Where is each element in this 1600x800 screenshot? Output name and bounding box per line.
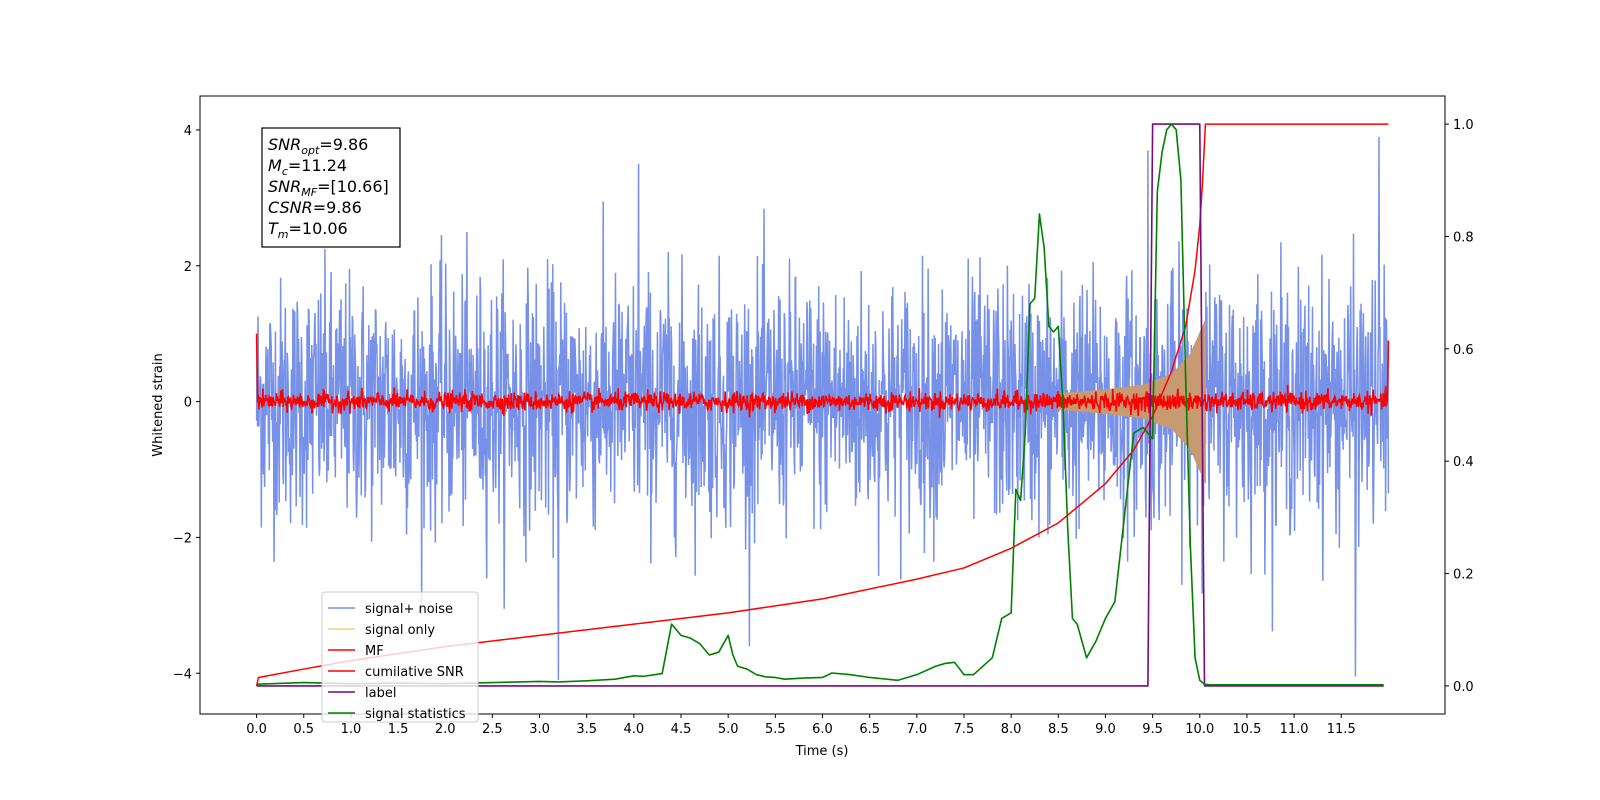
stat-annotation: Mc=11.24 (268, 156, 347, 178)
stat-annotation: SNRMF=[10.66] (268, 177, 389, 199)
x-tick-label: 11.5 (1327, 722, 1356, 737)
stats-annotation-box: SNRopt=9.86Mc=11.24SNRMF=[10.66]CSNR=9.8… (261, 127, 401, 248)
legend-label: MF (365, 644, 384, 659)
y-left-tick-label: 0 (184, 396, 192, 411)
legend-frame (321, 591, 479, 723)
stat-annotation: SNRopt=9.86 (268, 135, 368, 157)
x-tick-label: 5.0 (718, 722, 739, 737)
x-tick-label: 10.0 (1185, 722, 1214, 737)
x-tick-label: 1.5 (388, 722, 409, 737)
x-tick-label: 9.0 (1095, 722, 1116, 737)
legend-label: label (365, 686, 396, 701)
x-tick-label: 4.5 (671, 722, 692, 737)
x-tick-label: 2.5 (482, 722, 503, 737)
y-axis-label: Whitened strain (151, 353, 166, 456)
x-axis-label: Time (s) (795, 744, 849, 759)
series-signal-only (1057, 320, 1206, 484)
x-tick-label: 11.0 (1280, 722, 1309, 737)
x-tick-label: 0.5 (293, 722, 314, 737)
stats-annotation-frame (261, 127, 401, 248)
x-tick-label: 7.0 (906, 722, 927, 737)
x-tick-label: 5.5 (765, 722, 786, 737)
x-tick-label: 2.0 (435, 722, 456, 737)
x-tick-label: 6.0 (812, 722, 833, 737)
legend-label: signal statistics (365, 707, 466, 722)
y-right-tick-label: 0.8 (1453, 230, 1474, 245)
legend-label: cumilative SNR (365, 665, 464, 680)
y-right-tick-label: 0.6 (1453, 343, 1474, 358)
series-label (256, 123, 1384, 687)
x-tick-label: 4.0 (624, 722, 645, 737)
y-left-tick-label: −2 (173, 531, 192, 546)
x-tick-label: 3.5 (576, 722, 597, 737)
x-tick-label: 10.5 (1232, 722, 1261, 737)
x-tick-label: 3.0 (529, 722, 550, 737)
y-left-tick-label: 2 (184, 260, 192, 275)
legend-label: signal only (365, 623, 435, 638)
x-tick-label: 1.0 (341, 722, 362, 737)
y-right-tick-label: 1.0 (1453, 118, 1474, 133)
y-axis-left: −4 −2 0 2 4 (173, 124, 200, 682)
y-axis-right: 0.0 0.2 0.4 0.6 0.8 1.0 (1445, 118, 1474, 695)
series-mf (255, 333, 1390, 418)
x-tick-label: 0.0 (246, 722, 267, 737)
y-right-tick-label: 0.0 (1453, 680, 1474, 695)
x-tick-label: 8.5 (1048, 722, 1069, 737)
y-left-tick-label: −4 (173, 667, 192, 682)
y-right-tick-label: 0.2 (1453, 568, 1474, 583)
y-left-tick-label: 4 (184, 124, 192, 139)
x-tick-label: 7.5 (954, 722, 975, 737)
legend-label: signal+ noise (365, 602, 453, 617)
stat-annotation: CSNR=9.86 (268, 198, 362, 217)
y-right-tick-label: 0.4 (1453, 455, 1474, 470)
x-tick-label: 6.5 (859, 722, 880, 737)
legend: signal+ noise signal only MF cumilative SNR… (321, 591, 479, 723)
stat-annotation: Tm=10.06 (268, 219, 348, 241)
x-tick-label: 9.5 (1142, 722, 1163, 737)
x-axis: 0.0 0.5 1.0 1.5 2.0 2.5 3.0 3.5 4.0 4.5 5.0 5.5 6.0 6… (246, 714, 1356, 737)
x-tick-label: 8.0 (1001, 722, 1022, 737)
series-signal-statistics (256, 123, 1384, 686)
